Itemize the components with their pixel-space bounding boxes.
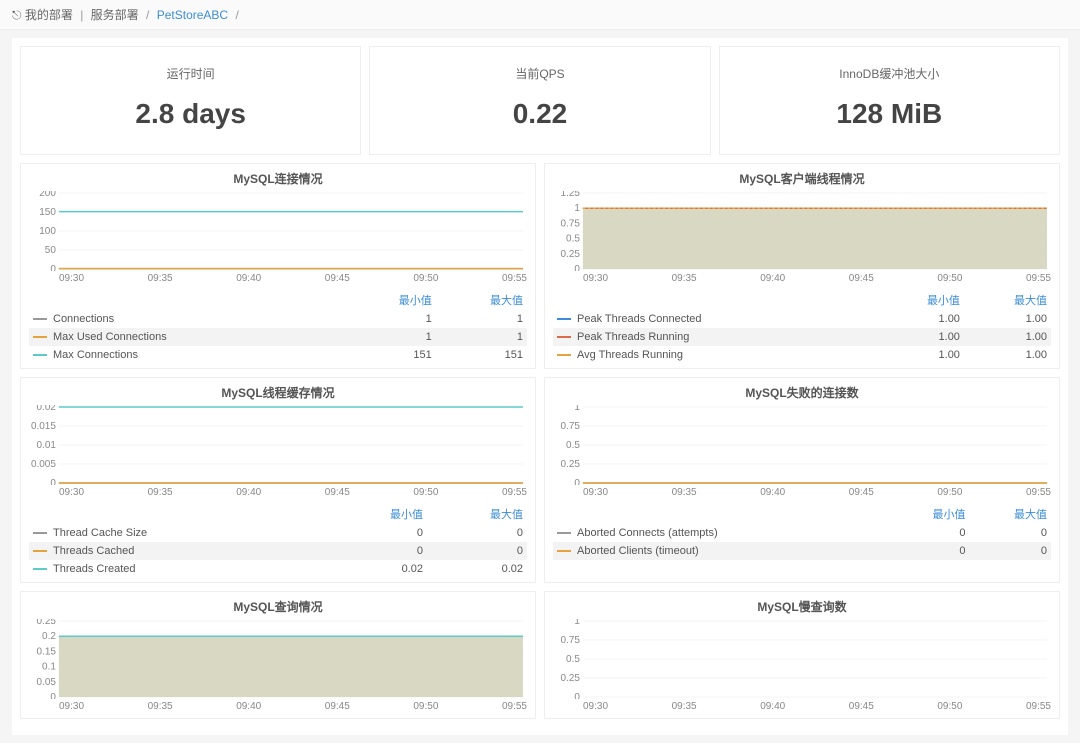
chart-mysql-thread-cache: MySQL线程缓存情况 0 0.005 0.01 0.015 0.02 09:3009:35… (20, 377, 536, 583)
svg-text:0.02: 0.02 (37, 405, 57, 413)
breadcrumb-sep: | (80, 8, 83, 22)
chart-xaxis: 09:3009:3509:4009:4509:5009:55 (29, 271, 527, 286)
stat-card: 运行时间 2.8 days (20, 46, 361, 155)
stat-value: 2.8 days (29, 98, 352, 130)
svg-text:0.5: 0.5 (566, 234, 580, 245)
chart-area[interactable]: 0 0.005 0.01 0.015 0.02 (29, 405, 527, 485)
svg-text:50: 50 (45, 245, 57, 256)
chart-area[interactable]: 0 0.25 0.5 0.75 1 (553, 619, 1051, 699)
svg-text:0.5: 0.5 (566, 440, 580, 451)
legend-row: Connections11 (29, 310, 527, 328)
stat-title: InnoDB缓冲池大小 (728, 65, 1051, 82)
svg-text:0: 0 (50, 264, 56, 271)
stat-title: 当前QPS (378, 65, 701, 82)
chart-area[interactable]: 0 0.25 0.5 0.75 1 (553, 405, 1051, 485)
stat-title: 运行时间 (29, 65, 352, 82)
breadcrumb-root: 我的部署 (25, 8, 73, 22)
legend-row: Aborted Connects (attempts)00 (553, 524, 1051, 542)
chart-mysql-connections: MySQL连接情况 0 50 100 150 200 09:3009:3509:4009:4… (20, 163, 536, 369)
chart-title: MySQL查询情况 (29, 598, 527, 615)
svg-text:0.01: 0.01 (37, 440, 57, 451)
svg-text:0: 0 (50, 478, 56, 485)
chart-title: MySQL客户端线程情况 (553, 170, 1051, 187)
legend-row: Peak Threads Running1.001.00 (553, 328, 1051, 346)
legend-row: Aborted Clients (timeout)00 (553, 542, 1051, 560)
chart-legend: 最小值最大值Thread Cache Size00Threads Cached0… (29, 504, 527, 578)
legend-row: Thread Cache Size00 (29, 524, 527, 542)
breadcrumb-section: 服务部署 (91, 8, 139, 22)
chart-mysql-client-threads: MySQL客户端线程情况 0 0.25 0.5 0.75 1 1.25 09:3009:350… (544, 163, 1060, 369)
svg-text:0: 0 (50, 692, 56, 699)
svg-text:0.75: 0.75 (561, 218, 581, 229)
svg-text:1: 1 (574, 405, 580, 413)
svg-text:0.75: 0.75 (561, 421, 581, 432)
chart-legend: 最小值最大值Connections11Max Used Connections1… (29, 290, 527, 364)
svg-text:0: 0 (574, 692, 580, 699)
chart-xaxis: 09:3009:3509:4009:4509:5009:55 (553, 699, 1051, 714)
svg-text:0.25: 0.25 (561, 249, 581, 260)
chart-legend: 最小值最大值Aborted Connects (attempts)00Abort… (553, 504, 1051, 560)
svg-text:0.1: 0.1 (42, 662, 56, 673)
svg-text:0.05: 0.05 (37, 677, 57, 688)
svg-text:0: 0 (574, 264, 580, 271)
dashboard: 运行时间2.8 days当前QPS0.22InnoDB缓冲池大小128 MiB … (12, 38, 1068, 735)
chart-title: MySQL失败的连接数 (553, 384, 1051, 401)
chart-xaxis: 09:3009:3509:4009:4509:5009:55 (553, 271, 1051, 286)
breadcrumb: ⎋ 我的部署 | 服务部署 / PetStoreABC / (0, 0, 1080, 30)
svg-text:0.15: 0.15 (37, 646, 57, 657)
svg-text:1.25: 1.25 (561, 191, 581, 199)
chart-mysql-slow-queries: MySQL慢查询数 0 0.25 0.5 0.75 1 09:3009:3509:4009:… (544, 591, 1060, 719)
svg-text:1: 1 (574, 619, 580, 627)
chart-svg: 0 0.25 0.5 0.75 1 1.25 (553, 191, 1051, 271)
legend-row: Max Used Connections11 (29, 328, 527, 346)
svg-text:150: 150 (39, 207, 56, 218)
chart-title: MySQL慢查询数 (553, 598, 1051, 615)
chart-legend: 最小值最大值Peak Threads Connected1.001.00Peak… (553, 290, 1051, 364)
svg-text:0.015: 0.015 (31, 421, 56, 432)
chart-xaxis: 09:3009:3509:4009:4509:5009:55 (29, 485, 527, 500)
chart-title: MySQL线程缓存情况 (29, 384, 527, 401)
chart-area[interactable]: 0 0.25 0.5 0.75 1 1.25 (553, 191, 1051, 271)
legend-row: Peak Threads Connected1.001.00 (553, 310, 1051, 328)
svg-text:200: 200 (39, 191, 56, 199)
chart-area[interactable]: 0 0.05 0.1 0.15 0.2 0.25 (29, 619, 527, 699)
breadcrumb-icon: ⎋ (12, 8, 22, 22)
chart-mysql-failed-connections: MySQL失败的连接数 0 0.25 0.5 0.75 1 09:3009:3509:400… (544, 377, 1060, 583)
chart-xaxis: 09:3009:3509:4009:4509:5009:55 (29, 699, 527, 714)
stats-row: 运行时间 2.8 days 当前QPS 0.22 InnoDB缓冲池大小 128 MiB (20, 46, 1060, 155)
svg-text:0.75: 0.75 (561, 635, 581, 646)
svg-text:0: 0 (574, 478, 580, 485)
svg-text:0.5: 0.5 (566, 654, 580, 665)
stat-card: InnoDB缓冲池大小 128 MiB (719, 46, 1060, 155)
legend-row: Threads Created0.020.02 (29, 560, 527, 578)
svg-text:100: 100 (39, 226, 56, 237)
chart-title: MySQL连接情况 (29, 170, 527, 187)
chart-area[interactable]: 0 50 100 150 200 (29, 191, 527, 271)
legend-row: Avg Threads Running1.001.00 (553, 346, 1051, 364)
breadcrumb-current[interactable]: PetStoreABC (157, 8, 228, 22)
legend-row: Max Connections151151 (29, 346, 527, 364)
breadcrumb-sep: / (146, 8, 149, 22)
chart-svg: 0 0.25 0.5 0.75 1 (553, 619, 1051, 699)
svg-text:0.25: 0.25 (561, 459, 581, 470)
svg-text:0.005: 0.005 (31, 459, 56, 470)
chart-svg: 0 0.005 0.01 0.015 0.02 (29, 405, 527, 485)
legend-row: Threads Cached00 (29, 542, 527, 560)
svg-text:0.25: 0.25 (37, 619, 57, 627)
stat-value: 0.22 (378, 98, 701, 130)
chart-xaxis: 09:3009:3509:4009:4509:5009:55 (553, 485, 1051, 500)
svg-text:1: 1 (574, 203, 580, 214)
svg-text:0.2: 0.2 (42, 631, 56, 642)
chart-svg: 0 50 100 150 200 (29, 191, 527, 271)
stat-value: 128 MiB (728, 98, 1051, 130)
breadcrumb-sep: / (235, 8, 238, 22)
stat-card: 当前QPS 0.22 (369, 46, 710, 155)
chart-mysql-queries: MySQL查询情况 0 0.05 0.1 0.15 0.2 0.25 09:3009:3509… (20, 591, 536, 719)
chart-svg: 0 0.25 0.5 0.75 1 (553, 405, 1051, 485)
svg-text:0.25: 0.25 (561, 673, 581, 684)
chart-svg: 0 0.05 0.1 0.15 0.2 0.25 (29, 619, 527, 699)
